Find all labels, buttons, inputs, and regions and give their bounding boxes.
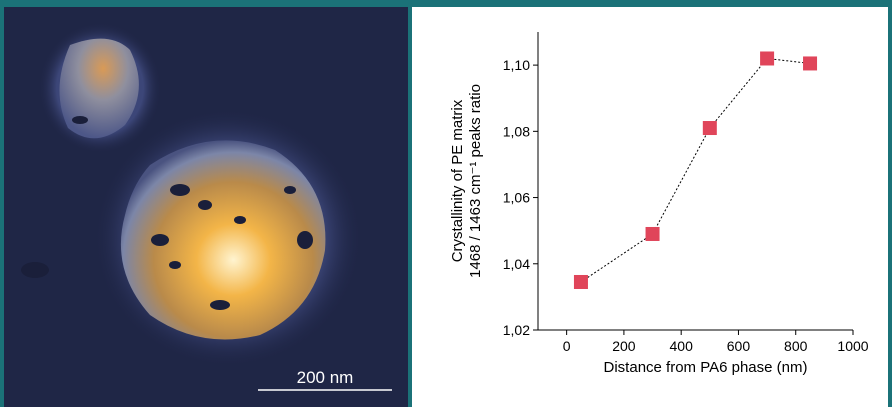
x-axis-label: Distance from PA6 phase (nm) — [604, 359, 808, 376]
marker — [760, 51, 775, 66]
marker — [803, 56, 818, 71]
plot: 1,02 1,04 1,06 1,08 1,10 0 200 400 600 800 1000 Dis… — [449, 32, 869, 376]
x-tick-label: 400 — [670, 338, 694, 354]
y-axis-label: Crystallinity of PE matrix — [449, 99, 466, 262]
x-tick-label: 200 — [612, 338, 636, 354]
x-tick-label: 800 — [784, 338, 808, 354]
y-tick-label: 1,08 — [503, 123, 530, 139]
y-tick-label: 1,06 — [503, 190, 530, 206]
y-tick-label: 1,02 — [503, 322, 530, 338]
x-tick-label: 600 — [727, 338, 751, 354]
chart-panel — [412, 7, 888, 407]
y-tick-label: 1,10 — [503, 57, 530, 73]
pores — [21, 116, 313, 310]
y-tick-label: 1,04 — [503, 256, 530, 272]
x-tick-label: 1000 — [837, 338, 868, 354]
particle — [59, 38, 139, 139]
x-tick-label: 0 — [563, 338, 571, 354]
marker — [702, 121, 717, 136]
scale-bar-label: 200 nm — [297, 368, 354, 387]
y-axis-label: 1468 / 1463 cm⁻¹ peaks ratio — [467, 84, 484, 278]
connector — [580, 57, 811, 283]
marker — [645, 226, 660, 241]
marker — [573, 274, 588, 289]
